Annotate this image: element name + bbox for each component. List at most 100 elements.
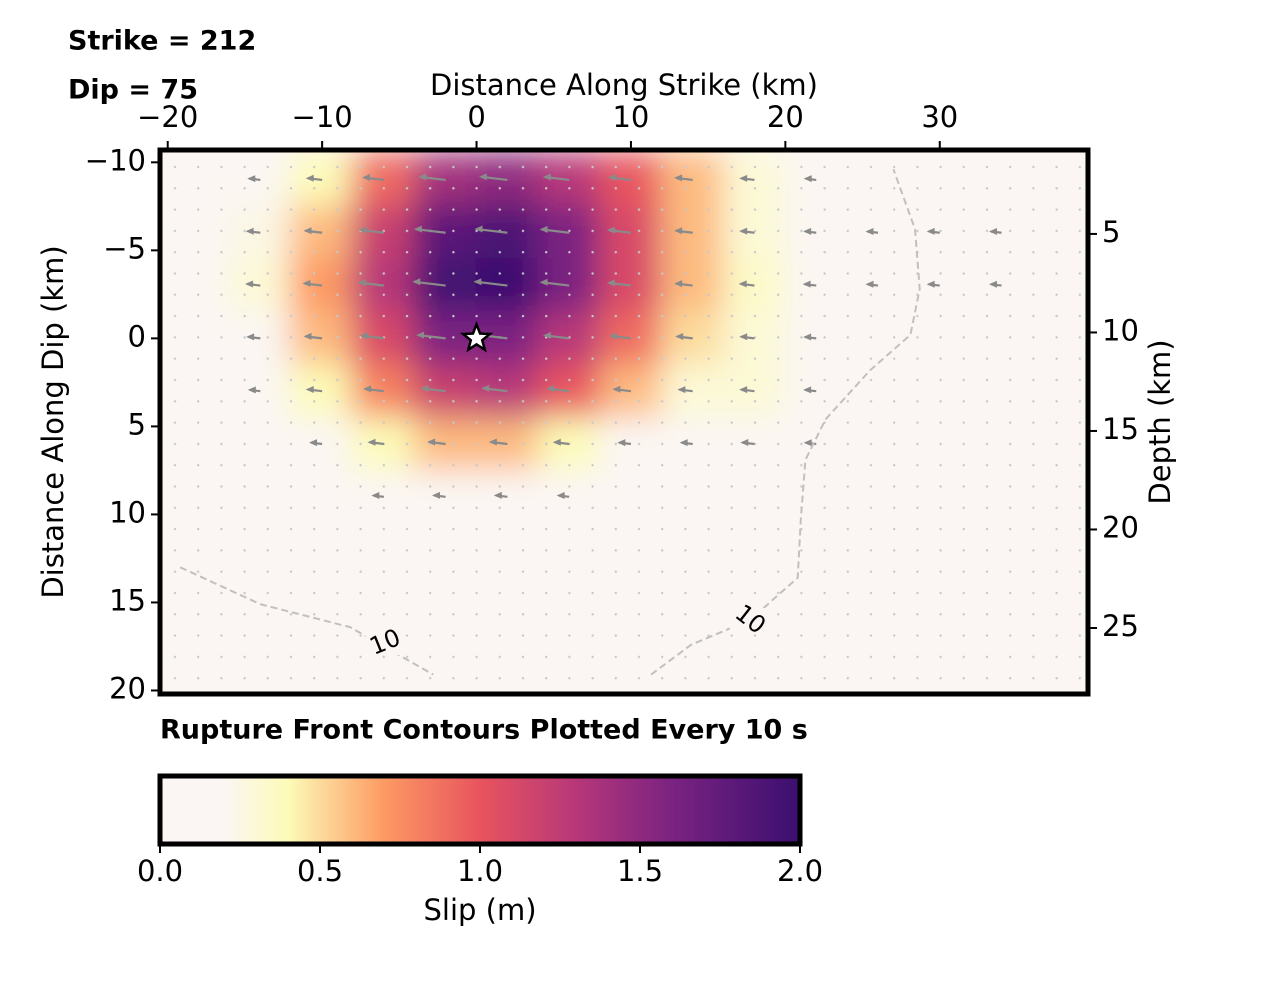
rake-arrow-head: [679, 439, 688, 447]
y-tick-label: 10: [109, 495, 146, 529]
y-tick-label: 15: [109, 583, 146, 617]
y-tick-label: −10: [85, 143, 146, 177]
colorbar: [157, 773, 803, 847]
rake-arrow-head: [474, 225, 483, 233]
y2-tick-label: 5: [1102, 215, 1120, 249]
rake-arrow-head: [803, 175, 812, 183]
colorbar-tick-label: 0.0: [137, 854, 183, 888]
x-tick-label: −10: [292, 100, 353, 134]
rake-arrow-head: [305, 174, 314, 182]
rake-arrow-head: [473, 278, 482, 286]
y2-tick-label: 10: [1102, 313, 1139, 347]
y2-tick-label: 25: [1102, 609, 1139, 643]
hypocenter: [459, 320, 494, 353]
rake-arrow-head: [359, 332, 368, 340]
rake-arrow-head: [539, 225, 548, 233]
rake-arrow-head: [413, 225, 422, 233]
x-axis-title: Distance Along Strike (km): [430, 68, 818, 102]
rake-arrow-head: [803, 439, 812, 447]
rake-arrow-head: [357, 279, 366, 287]
colorbar-tick-label: 1.5: [617, 854, 663, 888]
y2-tick-label: 20: [1102, 510, 1139, 544]
rake-arrow-head: [488, 438, 497, 446]
subfault-dots: [160, 150, 1088, 694]
rake-arrow-head: [739, 386, 748, 394]
x-tick-label: 0: [467, 100, 485, 134]
y2-tick-label: 15: [1102, 412, 1139, 446]
axes: −20 −10 0 10 20 30 −10 −5 0 5 10 15 20 5 10 15 20 25 0.0 0.…: [85, 100, 1139, 888]
rake-arrow-head: [552, 438, 561, 446]
rake-arrow-head: [740, 439, 749, 447]
rake-arrow-head: [412, 278, 421, 286]
rake-arrow-head: [542, 331, 551, 339]
x-tick-label: 30: [921, 100, 958, 134]
rupture-contour: [179, 566, 434, 676]
rake-arrow-head: [546, 385, 555, 393]
rake-arrow-head: [738, 280, 747, 288]
rake-arrow-head: [607, 173, 616, 181]
x-tick-label: −20: [137, 100, 198, 134]
x-tick-label: 10: [612, 100, 649, 134]
rake-arrow-head: [677, 386, 686, 394]
y-tick-label: 5: [128, 407, 146, 441]
rake-arrow-head: [416, 331, 425, 339]
colorbar-tick-label: 2.0: [777, 854, 823, 888]
rake-arrow-head: [617, 439, 626, 447]
rake-arrow-head: [803, 386, 812, 394]
rake-arrow-head: [303, 227, 312, 235]
dip-text: Dip = 75: [68, 75, 198, 106]
rake-arrow-head: [309, 439, 318, 447]
rake-arrow-head: [926, 227, 935, 235]
rake-arrow-head: [739, 333, 748, 341]
rake-arrow-head: [432, 491, 441, 499]
rake-arrow-head: [739, 227, 748, 235]
contour-label-bg: [729, 608, 770, 633]
colorbar-tick-label: 0.5: [297, 854, 343, 888]
rake-arrow-head: [418, 173, 427, 181]
rake-arrow-head: [803, 227, 812, 235]
rake-arrow-head: [542, 173, 551, 181]
rake-arrow-head: [247, 386, 256, 394]
rake-arrow-head: [478, 173, 487, 181]
rake-arrow-head: [246, 333, 255, 341]
rake-arrow-head: [245, 227, 254, 235]
rake-arrow-head: [245, 280, 254, 288]
y-axis-title: Distance Along Dip (km): [36, 245, 70, 598]
rake-arrow-head: [926, 280, 935, 288]
rake-arrow-head: [302, 279, 311, 287]
rake-arrow-head: [493, 491, 502, 499]
rake-arrow-head: [739, 174, 748, 182]
rake-arrow-head: [988, 280, 997, 288]
y-tick-label: 20: [109, 671, 146, 705]
y2-axis-title: Depth (km): [1143, 339, 1177, 504]
rake-arrow-head: [803, 333, 812, 341]
rake-arrow-head: [367, 438, 376, 446]
rake-arrow-head: [609, 332, 618, 340]
rake-arrow-head: [481, 384, 490, 392]
y-tick-label: −5: [103, 231, 146, 265]
rake-arrow-head: [606, 226, 615, 234]
rake-arrow-head: [865, 280, 874, 288]
strike-text: Strike = 212: [68, 26, 256, 57]
x-tick-label: 20: [767, 100, 804, 134]
rake-arrow-head: [247, 175, 256, 183]
plot-frame: [157, 147, 1091, 697]
colorbar-title: Slip (m): [423, 893, 536, 927]
rake-arrow-head: [305, 385, 314, 393]
rake-arrow-head: [802, 280, 811, 288]
rake-arrow-head: [361, 174, 370, 182]
rake-arrow-head: [358, 226, 367, 234]
rake-arrow-head: [556, 492, 565, 500]
rake-arrow-head: [612, 385, 621, 393]
contour-label-bg: [365, 630, 406, 655]
rake-arrow-head: [674, 280, 683, 288]
y-tick-label: 0: [128, 319, 146, 353]
rake-arrow-head: [865, 227, 874, 235]
rake-arrow-head: [420, 384, 429, 392]
rake-arrow-head: [363, 385, 372, 393]
rake-arrow-head: [371, 492, 380, 500]
rake-arrow-head: [539, 278, 548, 286]
colorbar-tick-label: 1.0: [457, 854, 503, 888]
